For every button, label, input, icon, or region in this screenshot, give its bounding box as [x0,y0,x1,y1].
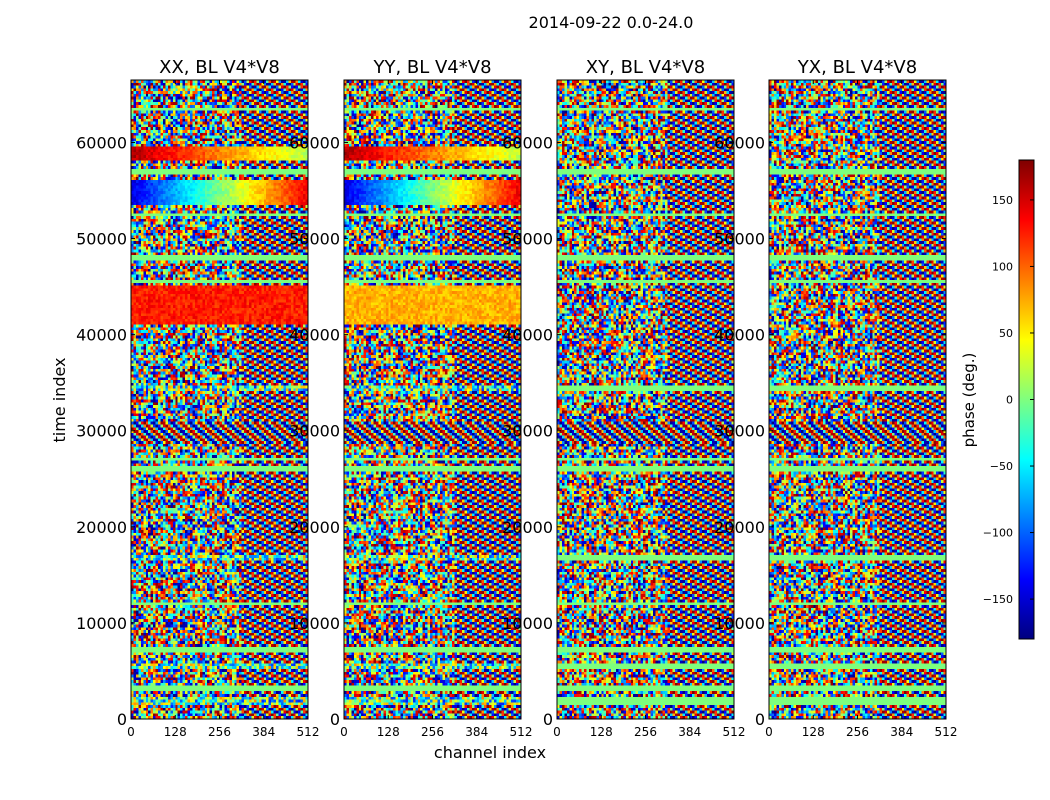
y-tick-label: 50000 [502,230,553,249]
y-tick-label: 50000 [76,230,127,249]
y-tick-label: 40000 [289,326,340,345]
panel-title-xx: XX, BL V4*V8 [159,57,280,78]
colorbar-tick-label: −100 [983,527,1013,540]
x-tick-label: 0 [340,725,348,739]
y-tick-label: 10000 [76,614,127,633]
x-tick-label: 256 [846,725,869,739]
x-tick-label: 512 [723,725,746,739]
y-tick-label: 60000 [289,133,340,152]
x-tick-label: 256 [421,725,444,739]
y-tick-label: 30000 [76,422,127,441]
x-tick-label: 512 [510,725,533,739]
x-tick-label: 384 [678,725,701,739]
colorbar-tick-label: 50 [999,327,1013,340]
x-tick-label: 384 [465,725,488,739]
y-tick-label: 0 [543,710,553,729]
y-tick-label: 0 [755,710,765,729]
phase-raster-xy [557,80,734,719]
x-tick-label: 0 [127,725,135,739]
panel-yy: YY, BL V4*V8 0 128 256 384 512 0 10000 20000 3000… [289,57,532,739]
y-tick-label: 20000 [289,518,340,537]
x-tick-label: 128 [590,725,613,739]
phase-raster-xx [131,80,308,719]
x-tick-label: 128 [164,725,187,739]
colorbar-tick-label: 0 [1006,394,1013,407]
colorbar-tick-label: 100 [992,260,1013,273]
panel-title-yy: YY, BL V4*V8 [372,57,491,78]
y-tick-label: 60000 [76,133,127,152]
panels-group: XX, BL V4*V8 0 128 256 384 512 0 10000 20000 3000… [76,57,957,739]
x-tick-label: 512 [935,725,958,739]
panel-title-xy: XY, BL V4*V8 [586,57,705,78]
y-tick-label: 20000 [714,518,765,537]
x-tick-label: 128 [377,725,400,739]
phase-raster-yy [344,80,521,719]
y-tick-label: 30000 [714,422,765,441]
y-tick-label: 10000 [289,614,340,633]
y-tick-label: 30000 [289,422,340,441]
x-tick-label: 256 [634,725,657,739]
x-axis-label: channel index [434,743,546,762]
y-tick-label: 40000 [502,326,553,345]
y-tick-label: 40000 [714,326,765,345]
x-tick-label: 384 [252,725,275,739]
y-tick-label: 50000 [289,230,340,249]
y-tick-label: 0 [117,710,127,729]
x-tick-label: 128 [802,725,825,739]
y-tick-label: 60000 [502,133,553,152]
x-tick-label: 256 [208,725,231,739]
x-tick-label: 512 [297,725,320,739]
y-tick-label: 60000 [714,133,765,152]
y-axis-label: time index [50,357,69,442]
colorbar: −150 −100 −50 0 50 100 150 phase (deg.) [960,159,1035,640]
panel-yx: YX, BL V4*V8 0 128 256 384 512 0 10000 20000 3000… [714,57,957,739]
panel-xx: XX, BL V4*V8 0 128 256 384 512 0 10000 20000 3000… [76,57,319,739]
y-tick-label: 10000 [714,614,765,633]
panel-xy: XY, BL V4*V8 0 128 256 384 512 0 10000 20000 3000… [502,57,745,739]
y-tick-label: 30000 [502,422,553,441]
y-tick-label: 20000 [76,518,127,537]
x-tick-label: 384 [890,725,913,739]
phase-raster-yx [769,80,946,719]
colorbar-tick-label: −150 [983,593,1013,606]
y-tick-label: 10000 [502,614,553,633]
y-tick-label: 50000 [714,230,765,249]
panel-title-yx: YX, BL V4*V8 [797,57,917,78]
colorbar-tick-label: 150 [992,194,1013,207]
y-tick-label: 20000 [502,518,553,537]
x-tick-label: 0 [765,725,773,739]
y-tick-label: 0 [330,710,340,729]
x-tick-label: 0 [553,725,561,739]
figure-title: 2014-09-22 0.0-24.0 [529,13,694,32]
colorbar-label: phase (deg.) [960,353,978,448]
colorbar-tick-label: −50 [990,460,1013,473]
y-tick-label: 40000 [76,326,127,345]
